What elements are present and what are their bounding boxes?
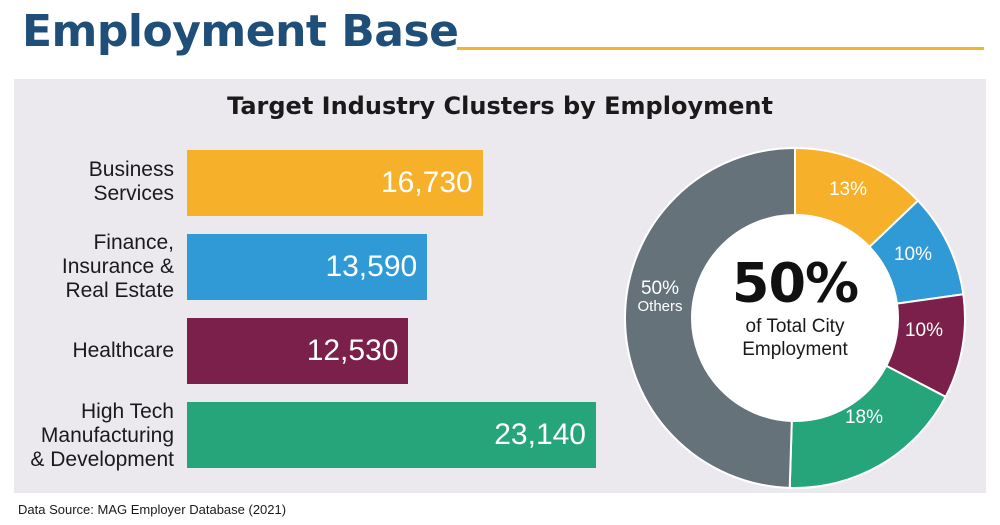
donut-center-value: 50% — [731, 251, 859, 315]
bar: 23,140 — [187, 402, 596, 468]
slice-label: 18% — [844, 407, 884, 428]
slice-label: 13% — [828, 179, 868, 200]
bar: 16,730 — [187, 150, 483, 216]
bar-value-label: 23,140 — [494, 418, 586, 451]
category-label: Finance, Insurance & Real Estate — [61, 231, 174, 302]
others-slice-label: 50% Others — [637, 278, 683, 315]
bar-value-label: 16,730 — [380, 166, 473, 199]
data-source-note: Data Source: MAG Employer Database (2021… — [18, 502, 287, 517]
donut-center-text: of Total City Employment — [742, 316, 848, 360]
slice-label: 10% — [893, 244, 933, 265]
category-label: Healthcare — [72, 339, 174, 362]
category-label: Business Services — [88, 158, 174, 205]
page-title: Employment Base — [22, 6, 459, 57]
bar-value-label: 12,530 — [306, 334, 399, 367]
bar: 13,590 — [187, 234, 428, 300]
category-label: High Tech Manufacturing & Development — [30, 400, 174, 471]
donut-hole — [692, 215, 898, 421]
bar: 12,530 — [187, 318, 409, 384]
chart-title: Target Industry Clusters by Employment — [227, 92, 773, 120]
bar-value-label: 13,590 — [325, 250, 418, 283]
slice-label: 10% — [904, 320, 944, 341]
title-rule — [457, 47, 984, 50]
